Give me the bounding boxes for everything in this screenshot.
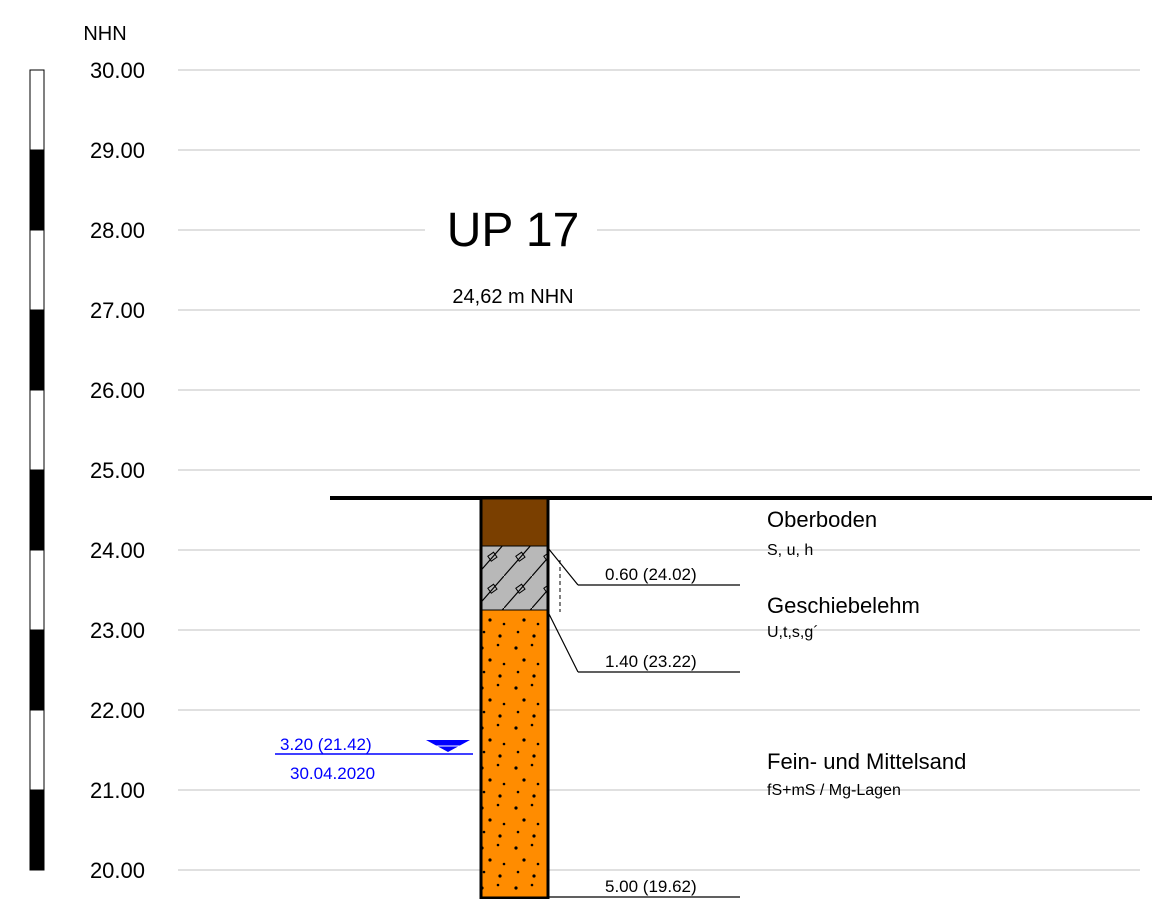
scale-segment [30,390,44,470]
layer-description: S, u, h [767,542,813,559]
title: UP 17 [447,204,580,257]
layer-sand [481,610,548,898]
scale-segment [30,470,44,550]
tick-label: 29.00 [90,138,145,163]
scale-segment [30,70,44,150]
leaders [548,548,740,897]
axis-unit: NHN [83,23,126,45]
tick-label: 23.00 [90,618,145,643]
layer-name: Oberboden [767,507,877,532]
scale-segment [30,710,44,790]
scale: 30.00 29.00 28.00 27.00 26.00 25.00 24.00 23.00… [30,58,1140,883]
tick-label: 27.00 [90,298,145,323]
layer-name: Geschiebelehm [767,593,920,618]
scale-segment [30,310,44,390]
tick-label: 28.00 [90,218,145,243]
tick-label: 26.00 [90,378,145,403]
tick-label: 24.00 [90,538,145,563]
scale-segment [30,550,44,630]
layer-geschiebelehm [481,546,548,610]
layer-description: U,t,s,g´ [767,624,819,641]
depth-label: 1.40 (23.22) [605,652,697,671]
tick-label: 22.00 [90,698,145,723]
tick-label: 25.00 [90,458,145,483]
layer-description: fS+mS / Mg-Lagen [767,782,901,799]
depth-label: 5.00 (19.62) [605,877,697,896]
layer-oberboden [481,498,548,546]
depth-label: 0.60 (24.02) [605,565,697,584]
water-date: 30.04.2020 [290,764,375,783]
elevation: 24,62 m NHN [452,286,573,308]
scale-segment [30,790,44,870]
tick-label: 30.00 [90,58,145,83]
water-level: 3.20 (21.42) [280,735,372,754]
scale-segment [30,230,44,310]
scale-segment [30,630,44,710]
tick-label: 20.00 [90,858,145,883]
layer-name: Fein- und Mittelsand [767,749,966,774]
tick-label: 21.00 [90,778,145,803]
scale-segment [30,150,44,230]
borehole-diagram: 30.00 29.00 28.00 27.00 26.00 25.00 24.00 23.00… [0,0,1161,899]
